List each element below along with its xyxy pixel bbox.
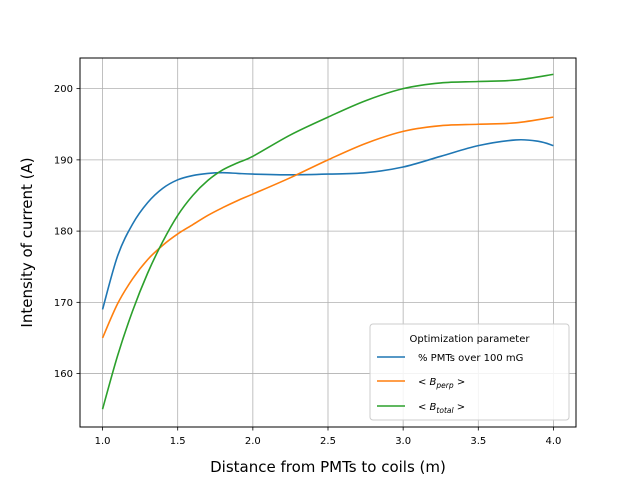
x-tick-label: 2.0 (245, 436, 261, 447)
x-tick-label: 3.0 (395, 436, 411, 447)
x-tick-label: 3.5 (470, 436, 486, 447)
series-line-3 (101, 73, 554, 410)
x-axis-title: Distance from PMTs to coils (m) (210, 458, 446, 476)
y-tick-label: 200 (54, 84, 73, 95)
y-axis-title: Intensity of current (A) (18, 157, 36, 327)
legend-entries: % PMTs over 100 mG < Bperp > < Btotal > (377, 353, 523, 415)
series-line-1 (101, 138, 554, 310)
legend-label: < Bperp > (418, 377, 465, 390)
x-tick-label: 1.0 (95, 436, 111, 447)
y-tick-label: 190 (54, 155, 73, 166)
y-tick-label: 180 (54, 227, 73, 238)
axis-ticks: 1.0 1.5 2.0 2.5 3.0 3.5 4.0 160 170 180 190 200 (54, 84, 562, 447)
series-line-2 (101, 116, 554, 339)
legend-box (369, 323, 570, 421)
legend: Optimization parameter % PMTs over 100 m… (369, 323, 570, 421)
series-lines (101, 73, 554, 410)
x-tick-label: 4.0 (546, 436, 562, 447)
x-tick-label: 1.5 (170, 436, 186, 447)
legend-label: % PMTs over 100 mG (418, 353, 523, 364)
x-tick-label: 2.5 (320, 436, 336, 447)
y-tick-label: 170 (54, 298, 73, 309)
y-tick-label: 160 (54, 369, 73, 380)
legend-label: < Btotal > (418, 402, 465, 415)
legend-title: Optimization parameter (410, 334, 531, 345)
